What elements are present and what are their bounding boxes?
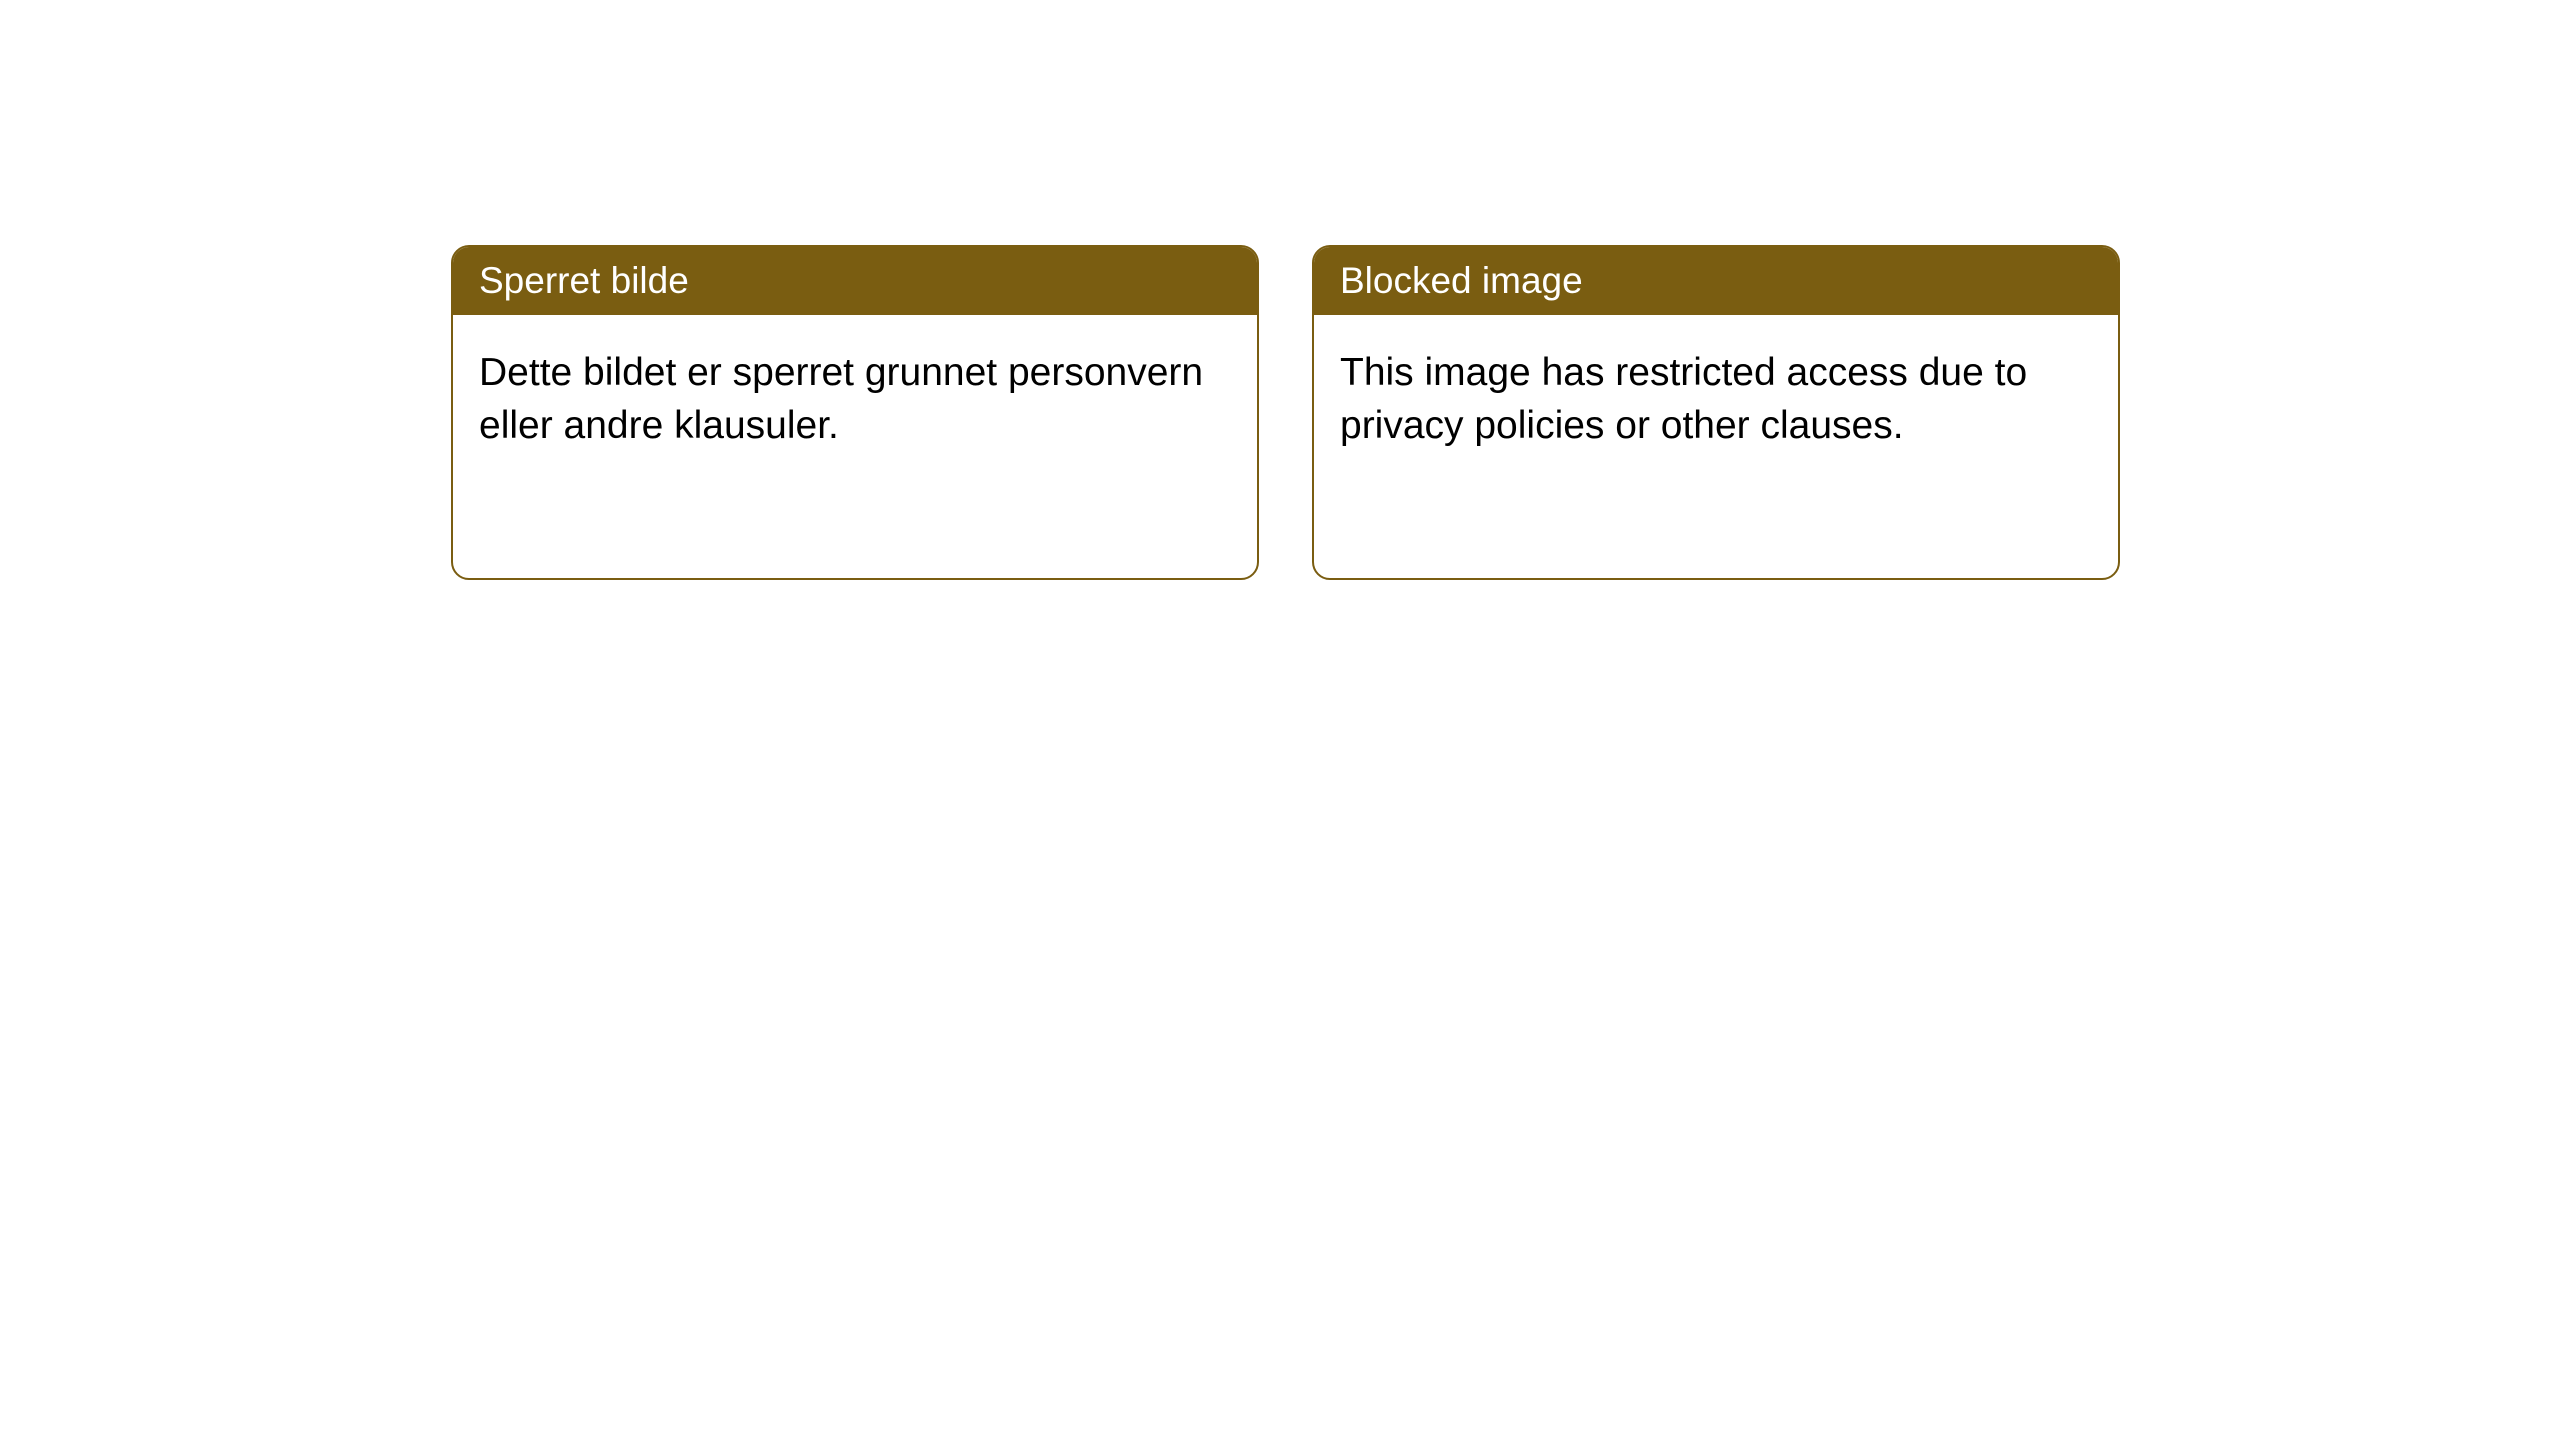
notice-cards-container: Sperret bilde Dette bildet er sperret gr… — [451, 245, 2120, 580]
card-message: This image has restricted access due to … — [1340, 351, 2027, 447]
card-body: This image has restricted access due to … — [1314, 315, 2118, 484]
notice-card-norwegian: Sperret bilde Dette bildet er sperret gr… — [451, 245, 1259, 580]
notice-card-english: Blocked image This image has restricted … — [1312, 245, 2120, 580]
card-message: Dette bildet er sperret grunnet personve… — [479, 351, 1203, 447]
card-title: Blocked image — [1340, 260, 1583, 301]
card-header: Blocked image — [1314, 247, 2118, 315]
card-header: Sperret bilde — [453, 247, 1257, 315]
card-title: Sperret bilde — [479, 260, 689, 301]
card-body: Dette bildet er sperret grunnet personve… — [453, 315, 1257, 484]
